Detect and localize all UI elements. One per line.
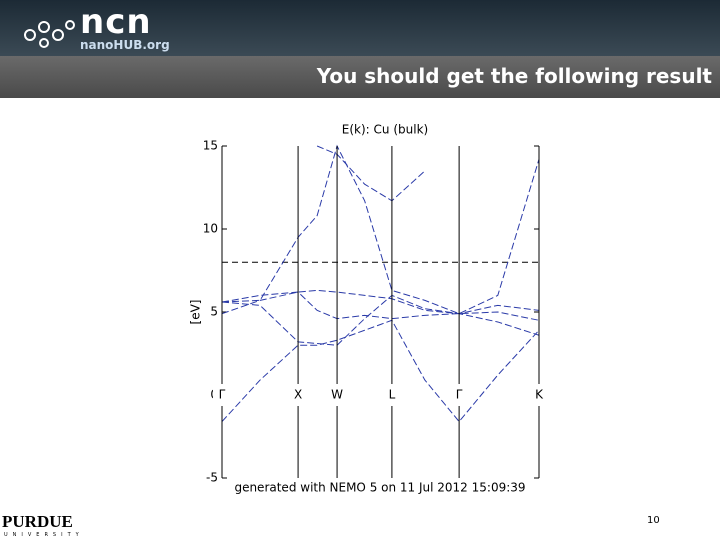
band-line — [316, 145, 426, 202]
y-axis-label: [eV] — [189, 300, 203, 325]
label-box — [530, 384, 548, 406]
x-tick-label: Γ — [219, 388, 226, 402]
logo-text: ncn — [80, 2, 152, 42]
label-box — [289, 384, 308, 406]
header-band: ncn nanoHUB.org — [0, 0, 720, 56]
x-tick-label: W — [331, 388, 343, 402]
annotation: generated with NEMO 5 on 11 Jul 2012 15:… — [234, 481, 525, 495]
label-box — [450, 384, 469, 406]
title-bar — [0, 56, 720, 98]
chart-title: E(k): Cu (bulk) — [342, 123, 428, 137]
logo-icon — [24, 20, 75, 48]
band-line — [221, 289, 540, 336]
label-box — [328, 384, 347, 406]
x-tick-label: K — [535, 388, 544, 402]
band-line — [221, 291, 540, 321]
chart: E(k): Cu (bulk) [eV] generated with NEMO… — [189, 123, 548, 495]
y-tick-label: -5 — [206, 471, 218, 485]
label-box — [213, 384, 231, 406]
x-tick-label: Γ — [456, 388, 463, 402]
label-box — [382, 384, 401, 406]
page-number: 10 — [647, 515, 660, 526]
y-tick-label: 10 — [203, 222, 218, 236]
band-line — [221, 319, 540, 423]
university-logo: PURDUE — [2, 512, 73, 531]
band-line — [221, 144, 540, 315]
y-tick-label: 5 — [210, 305, 218, 319]
x-tick-label: L — [389, 388, 396, 402]
logo-subtext: nanoHUB.org — [80, 38, 170, 52]
university-sub: UNIVERSITY — [4, 532, 84, 538]
band-line — [221, 294, 540, 346]
y-tick-label: 15 — [203, 139, 218, 153]
x-tick-label: X — [294, 388, 302, 402]
slide-title: You should get the following result — [316, 64, 712, 88]
